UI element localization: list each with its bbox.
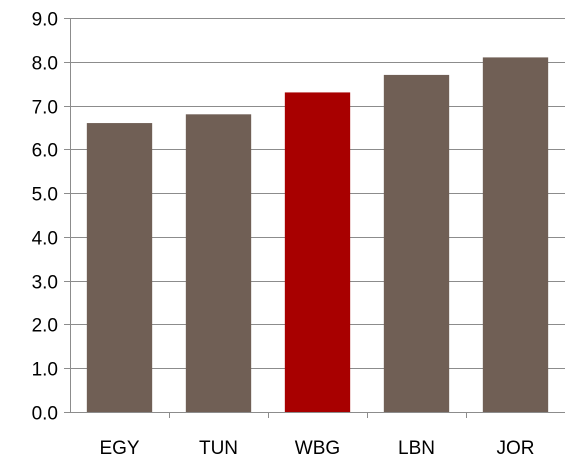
x-tick-label: LBN bbox=[398, 438, 435, 459]
y-tick-label: 8.0 bbox=[32, 54, 58, 75]
y-tick-label: 5.0 bbox=[32, 185, 58, 206]
axes bbox=[64, 18, 565, 418]
x-tick-label: JOR bbox=[497, 438, 535, 459]
x-tick-label: WBG bbox=[295, 438, 340, 459]
bar-egy bbox=[86, 123, 153, 413]
x-tick-label: EGY bbox=[99, 438, 139, 459]
x-tick-label: TUN bbox=[199, 438, 238, 459]
y-tick-label: 7.0 bbox=[32, 98, 58, 119]
bar-wbg bbox=[284, 92, 351, 412]
bar-tun bbox=[185, 114, 252, 413]
y-tick-label: 2.0 bbox=[32, 316, 58, 337]
y-tick-label: 3.0 bbox=[32, 273, 58, 294]
bar-jor bbox=[482, 57, 549, 413]
y-tick-label: 4.0 bbox=[32, 229, 58, 250]
bar-lbn bbox=[383, 74, 450, 413]
bars bbox=[86, 57, 549, 413]
y-tick-labels: 0.0 1.0 2.0 3.0 4.0 5.0 6.0 7.0 8.0 9.0 bbox=[32, 10, 58, 425]
x-tick-labels: EGY TUN WBG LBN JOR bbox=[99, 438, 534, 459]
y-tick-label: 0.0 bbox=[32, 404, 58, 425]
y-tick-label: 9.0 bbox=[32, 10, 58, 31]
y-tick-label: 6.0 bbox=[32, 141, 58, 162]
y-tick-label: 1.0 bbox=[32, 360, 58, 381]
